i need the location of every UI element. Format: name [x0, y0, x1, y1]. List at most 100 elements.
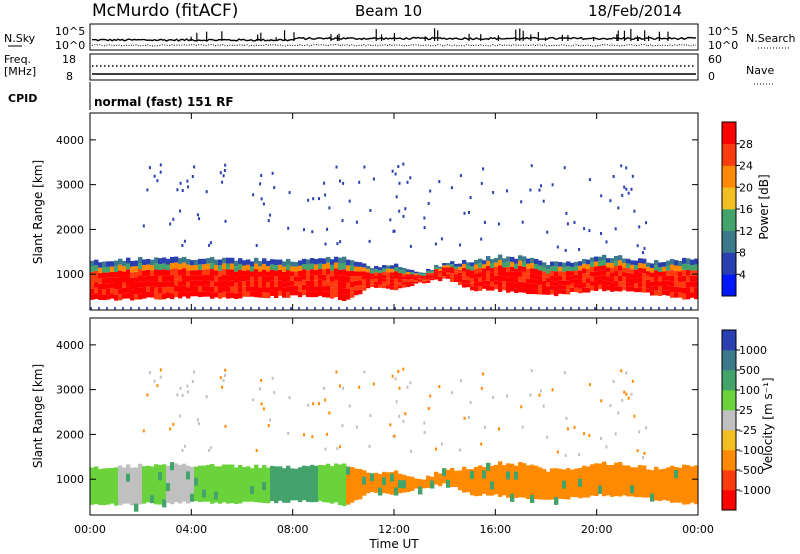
- power-cell: [582, 273, 587, 279]
- power-cell: [138, 287, 143, 294]
- power-cell: [358, 262, 363, 267]
- power-cell: [398, 282, 403, 286]
- power-near-range: [546, 307, 548, 310]
- power-scatter: [221, 180, 224, 184]
- power-cell: [650, 290, 655, 296]
- power-cell: [174, 285, 179, 292]
- power-cell: [514, 268, 519, 274]
- power-cell: [618, 275, 623, 282]
- power-cell: [690, 259, 695, 266]
- power-cell: [350, 260, 355, 266]
- power-cell: [634, 278, 639, 284]
- power-scatter: [262, 202, 265, 206]
- power-cell: [130, 283, 135, 290]
- power-cell: [282, 282, 287, 288]
- power-cell: [610, 277, 615, 283]
- velocity-scatter: [529, 393, 532, 397]
- power-near-range: [266, 307, 268, 310]
- power-cell: [350, 276, 355, 282]
- power-cell: [218, 281, 223, 288]
- power-cell: [282, 266, 287, 272]
- power-cell: [102, 267, 107, 273]
- power-cell: [602, 286, 607, 292]
- velocity-scatter: [393, 434, 396, 438]
- power-cell: [222, 269, 227, 275]
- power-cell: [490, 281, 495, 287]
- power-cell: [162, 257, 167, 264]
- velocity-scatter: [520, 405, 523, 409]
- power-cell: [538, 270, 543, 276]
- velocity-cell: [358, 469, 363, 500]
- power-cell: [674, 276, 679, 282]
- power-cell: [298, 291, 303, 298]
- power-cell: [646, 262, 651, 267]
- power-scatter: [342, 181, 345, 185]
- power-cell: [226, 269, 231, 276]
- power-cell: [134, 294, 139, 300]
- power-cell: [170, 293, 175, 300]
- power-cell: [398, 285, 403, 289]
- power-cell: [638, 277, 643, 283]
- power-cell: [250, 286, 255, 292]
- power-cell: [378, 267, 383, 271]
- velocity-cell: [126, 473, 131, 482]
- power-scatter: [583, 227, 586, 231]
- power-cell: [378, 270, 383, 274]
- power-near-range: [610, 307, 612, 310]
- cpid-value: normal (fast) 151 RF: [94, 95, 234, 109]
- power-cell: [358, 275, 363, 281]
- velocity-scatter: [506, 394, 508, 398]
- power-cell: [222, 280, 227, 287]
- velocity-cell: [170, 462, 175, 471]
- power-cell: [274, 265, 279, 271]
- power-cell: [338, 263, 343, 270]
- power-scatter: [348, 199, 351, 203]
- velocity-cell: [454, 470, 459, 488]
- velocity-cell: [418, 479, 423, 488]
- power-cell: [674, 286, 679, 293]
- power-cell: [98, 294, 103, 300]
- power-cell: [210, 263, 215, 270]
- velocity-cell: [470, 469, 475, 496]
- power-cell: [414, 275, 419, 277]
- power-cell: [470, 278, 475, 283]
- power-cell: [678, 261, 683, 267]
- power-cell: [454, 271, 459, 275]
- power-cell: [334, 268, 339, 275]
- noise-traces: [91, 28, 697, 47]
- power-cell: [390, 282, 395, 287]
- power-cell: [490, 268, 495, 273]
- power-cell: [438, 266, 443, 269]
- power-cell: [622, 267, 627, 273]
- power-cell: [542, 285, 547, 290]
- velocity-cell: [90, 467, 95, 505]
- velocity-colorbar-swatch: [722, 430, 736, 451]
- power-cell: [438, 274, 443, 277]
- power-cell: [390, 286, 395, 290]
- velocity-cell: [662, 468, 667, 500]
- power-cell: [502, 285, 507, 291]
- power-cell: [154, 257, 159, 264]
- power-cell: [370, 278, 375, 282]
- power-scatter: [627, 191, 630, 195]
- power-cell: [146, 269, 151, 276]
- velocity-cell: [242, 467, 247, 502]
- power-cell: [98, 273, 103, 279]
- power-scatter: [312, 197, 315, 201]
- power-cell: [122, 282, 127, 288]
- power-cell: [622, 285, 627, 291]
- power-scatter: [605, 240, 608, 244]
- power-near-range: [170, 307, 172, 310]
- power-cell: [386, 265, 391, 269]
- power-cell: [402, 282, 407, 285]
- power-cell: [158, 293, 163, 300]
- velocity-cell: [158, 472, 163, 481]
- power-cell: [670, 264, 675, 271]
- freq-left-label: Freq.: [4, 53, 31, 66]
- power-scatter: [398, 181, 401, 185]
- power-cell: [106, 277, 111, 284]
- power-cell: [402, 273, 407, 277]
- velocity-scatter: [142, 429, 145, 433]
- power-cell: [366, 269, 371, 273]
- power-cell: [314, 280, 319, 287]
